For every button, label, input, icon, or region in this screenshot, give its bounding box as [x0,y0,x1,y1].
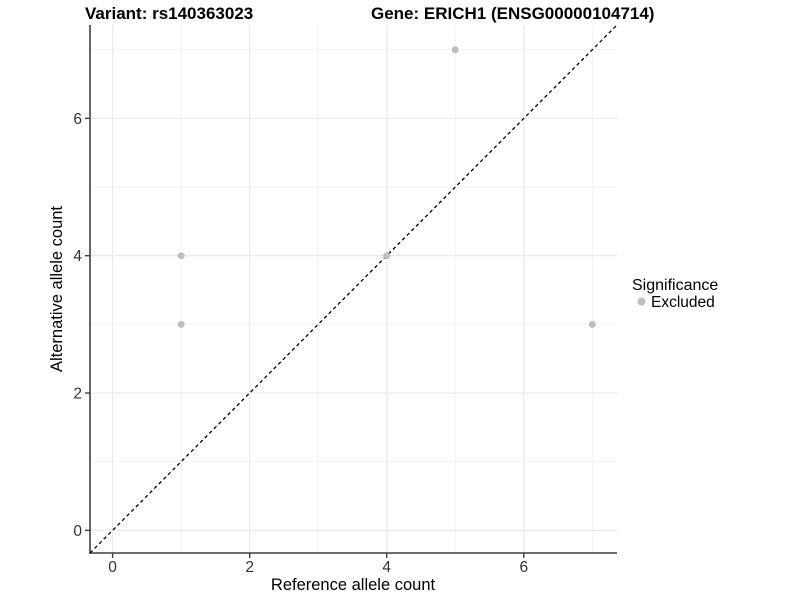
x-tick-label: 0 [108,559,117,576]
x-tick-label: 2 [245,559,254,576]
legend-excluded-point-icon [637,297,646,306]
identity-dashed-line [89,24,618,554]
x-axis-title: Reference allele count [271,576,436,594]
y-axis-title: Alternative allele count [48,206,66,372]
x-tick-label: 4 [382,559,391,576]
legend-title: Significance [632,277,718,294]
x-tick-label: 6 [519,559,528,576]
legend-excluded-label: Excluded [651,294,715,311]
major-gridlines [90,25,617,553]
data-point-excluded [177,252,185,260]
identity-line [89,24,618,554]
y-tick-label: 4 [73,248,82,265]
data-points [177,46,596,328]
y-tick-label: 6 [73,111,82,128]
plot-title-variant: Variant: rs140363023 [85,4,253,23]
axis-tick-labels: 0 2 4 6 0 2 4 6 [73,111,528,576]
data-point-excluded [383,252,391,260]
axis-ticks [85,117,525,558]
y-tick-label: 0 [73,523,82,540]
data-point-excluded [588,320,596,328]
legend: Significance Excluded [632,277,718,311]
data-point-excluded [451,46,459,54]
y-tick-label: 2 [73,386,82,403]
axis-lines [89,25,617,554]
data-point-excluded [177,320,185,328]
plot-title-gene: Gene: ERICH1 (ENSG00000104714) [371,4,654,23]
